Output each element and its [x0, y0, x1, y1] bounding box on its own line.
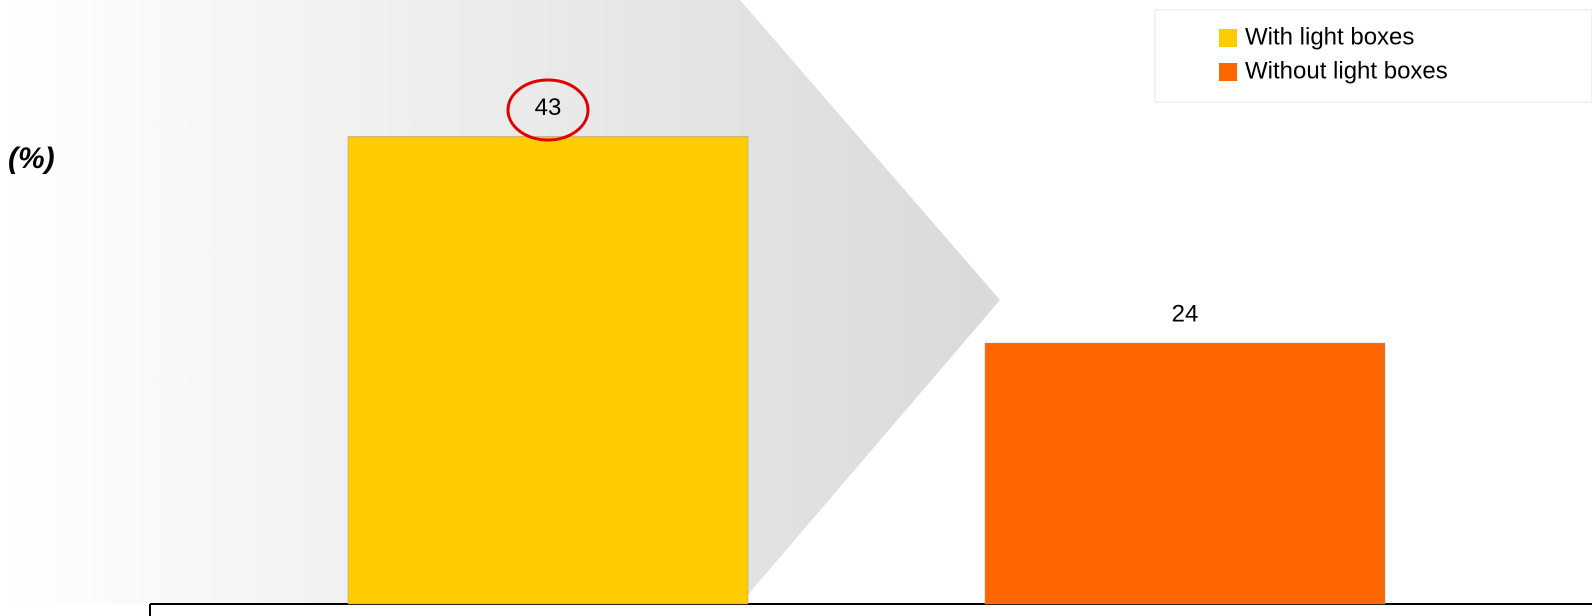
chart: (%) 43 With light boxes 24 Without light bo…	[0, 0, 1592, 616]
legend-label: Without light boxes	[1245, 57, 1448, 84]
y-axis-label: (%)	[8, 142, 55, 175]
legend-label: With light boxes	[1245, 23, 1414, 50]
bar	[348, 136, 748, 604]
value-label: 43	[535, 94, 562, 121]
legend-swatch	[1219, 29, 1237, 47]
legend-swatch	[1219, 63, 1237, 81]
value-label: 24	[1172, 300, 1199, 327]
bar	[985, 343, 1385, 604]
